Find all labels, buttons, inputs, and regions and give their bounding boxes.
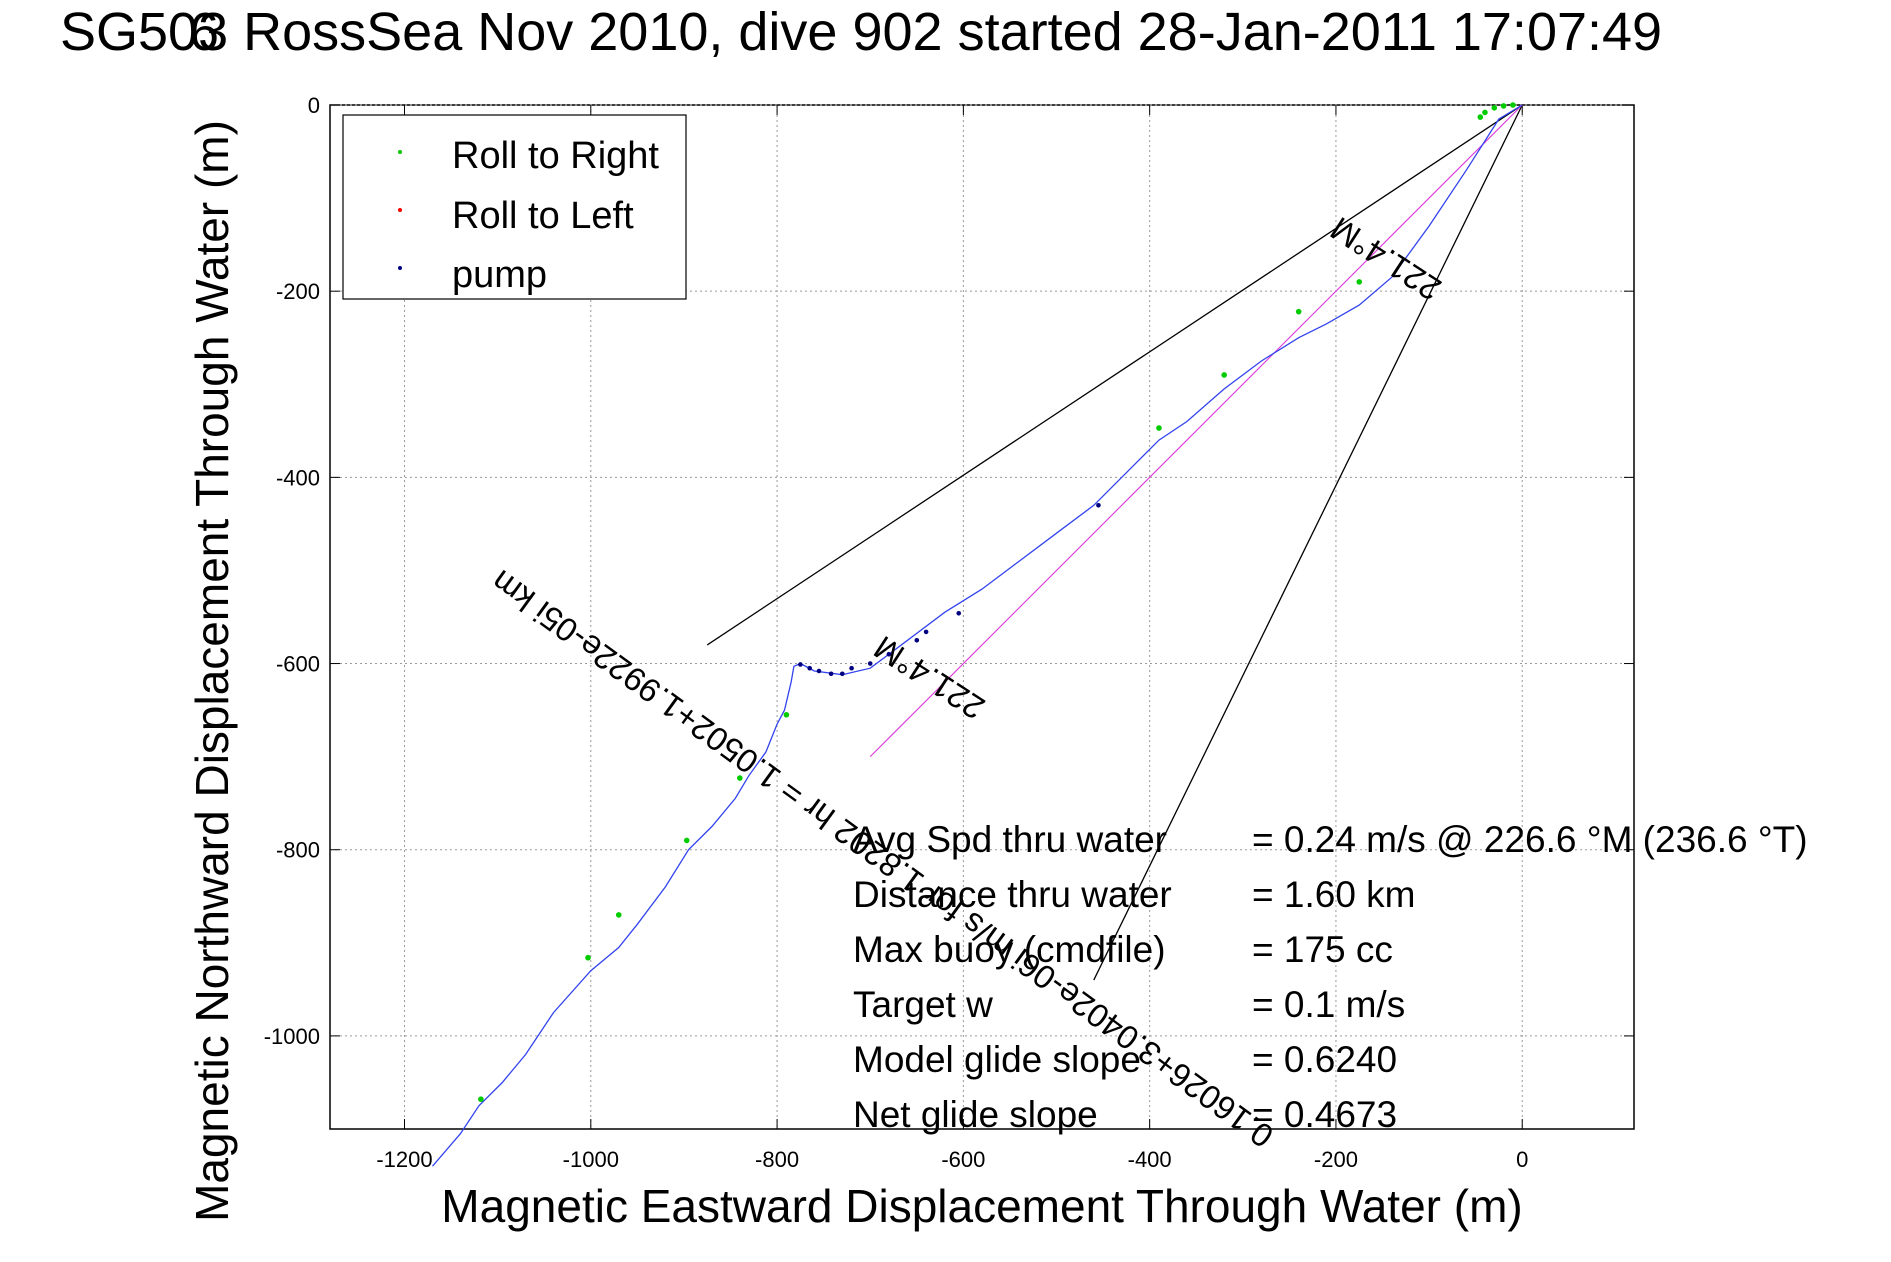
roll-right-point xyxy=(1156,425,1162,431)
stat-label-avg-speed: Avg Spd thru water xyxy=(853,819,1167,860)
roll-right-point xyxy=(478,1096,484,1103)
y-tick-label: -800 xyxy=(276,838,320,863)
x-axis-label: Magnetic Eastward Displacement Through W… xyxy=(441,1180,1522,1232)
stat-value-distance: = 1.60 km xyxy=(1252,874,1416,915)
pump-point xyxy=(867,661,873,666)
pump-point xyxy=(1096,502,1101,508)
stats-block: Avg Spd thru water = 0.24 m/s @ 226.6 °M… xyxy=(853,819,1808,1135)
glider-track-line xyxy=(432,104,1523,1167)
guide-line xyxy=(706,104,1523,646)
roll-right-point xyxy=(1295,308,1302,315)
stat-value-model-glide: = 0.6240 xyxy=(1252,1039,1397,1080)
y-tick-label: -600 xyxy=(276,652,320,677)
pump-point xyxy=(828,671,834,677)
roll-right-point xyxy=(737,775,743,781)
stat-label-distance: Distance thru water xyxy=(853,874,1172,915)
legend-label-pump: pump xyxy=(452,254,547,296)
stat-value-max-buoy: = 175 cc xyxy=(1252,929,1393,970)
stat-label-target-w: Target w xyxy=(853,984,993,1025)
roll-right-point xyxy=(1500,103,1507,109)
legend-label-roll-right: Roll to Right xyxy=(452,135,659,177)
pump-point xyxy=(807,665,812,671)
roll-right-point xyxy=(1356,279,1363,285)
chart-title: SG503 RossSea Nov 2010, dive 902 started… xyxy=(60,2,1662,62)
pump-point xyxy=(923,629,929,635)
stat-value-net-glide: = 0.4673 xyxy=(1252,1094,1397,1135)
pump-point xyxy=(849,665,854,671)
legend-marker-pump xyxy=(398,266,402,270)
axis-ticks: -1200 -1000 -800 -600 -400 -200 0 0 -200 -400 -600… xyxy=(264,93,1634,1172)
y-axis-label: Magnetic Northward Displacement Through … xyxy=(186,120,238,1222)
guide-line xyxy=(1093,104,1523,981)
x-tick-label: -400 xyxy=(1128,1147,1172,1172)
roll-right-point xyxy=(683,837,690,844)
x-tick-label: -800 xyxy=(755,1147,799,1172)
legend-marker-roll-left xyxy=(398,208,402,212)
roll-right-point xyxy=(1491,104,1498,111)
legend: Roll to Right Roll to Left pump xyxy=(342,114,687,300)
pump-point xyxy=(798,662,803,667)
stat-label-max-buoy: Max buoy (cmdfile) xyxy=(853,929,1166,970)
x-tick-label: 0 xyxy=(1516,1147,1528,1172)
x-tick-label: -200 xyxy=(1314,1147,1358,1172)
guide-lines xyxy=(706,104,1523,981)
pump-point xyxy=(816,668,822,674)
roll-right-point xyxy=(1221,372,1227,378)
y-tick-label: 0 xyxy=(308,93,320,118)
stat-label-model-glide: Model glide slope xyxy=(853,1039,1141,1080)
legend-marker-roll-right xyxy=(398,150,402,154)
stat-value-avg-speed: = 0.24 m/s @ 226.6 °M (236.6 °T) xyxy=(1252,819,1808,860)
x-tick-label: -1000 xyxy=(563,1147,619,1172)
y-tick-label: -200 xyxy=(276,279,320,304)
heading-line xyxy=(869,104,1523,758)
pump-point xyxy=(956,610,962,616)
stat-value-target-w: = 0.1 m/s xyxy=(1252,984,1405,1025)
roll-right-point xyxy=(1482,109,1488,116)
x-tick-label: -600 xyxy=(941,1147,985,1172)
pump-point xyxy=(914,637,920,643)
legend-label-roll-left: Roll to Left xyxy=(452,195,634,237)
stat-label-net-glide: Net glide slope xyxy=(853,1094,1098,1135)
roll-right-point xyxy=(1477,114,1484,120)
chart-title-overlap-glyph: 6 xyxy=(189,2,219,62)
y-tick-label: -400 xyxy=(276,465,320,490)
points-layer xyxy=(478,102,1516,1103)
pump-point xyxy=(839,671,845,677)
pump-point xyxy=(886,651,892,657)
roll-right-point xyxy=(615,912,622,918)
roll-right-point xyxy=(585,954,591,961)
roll-right-point xyxy=(783,711,790,718)
x-tick-label: -1200 xyxy=(376,1147,432,1172)
y-tick-label: -1000 xyxy=(264,1024,320,1049)
roll-right-point xyxy=(1510,102,1516,108)
track-layer xyxy=(432,104,1523,1167)
